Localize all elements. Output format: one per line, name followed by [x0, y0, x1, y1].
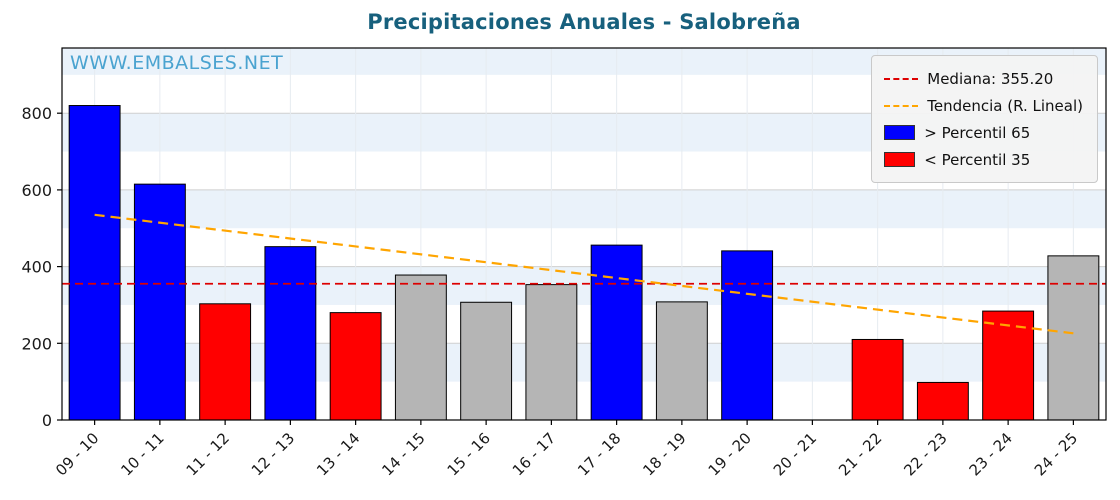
percentil35-swatch: [884, 152, 916, 167]
y-tick-label-0: 0: [42, 411, 52, 430]
legend-item-trend: Tendencia (R. Lineal): [884, 92, 1083, 119]
legend-item-median: Mediana: 355.20: [884, 65, 1083, 92]
legend-item-percentil65: > Percentil 65: [884, 119, 1083, 146]
bar-23-24: [982, 310, 1035, 421]
x-tick-label-11: 20 - 21: [770, 429, 820, 479]
background-band: [62, 189, 1106, 229]
legend-label-trend: Tendencia (R. Lineal): [927, 96, 1083, 115]
legend-label-median: Mediana: 355.20: [927, 69, 1054, 88]
bar-12-13: [264, 246, 317, 421]
bar-19-20: [721, 250, 774, 421]
y-tick-label-2: 400: [21, 258, 52, 277]
bar-11-12: [199, 303, 252, 421]
x-tick-label-6: 15 - 16: [444, 429, 494, 479]
bar-18-19: [655, 301, 708, 421]
x-tick-label-2: 11 - 12: [183, 429, 233, 479]
bar-16-17: [525, 284, 578, 421]
legend-item-percentil35: < Percentil 35: [884, 146, 1083, 173]
bar-17-18: [590, 244, 643, 421]
bar-21-22: [851, 338, 904, 421]
y-tick-label-4: 800: [21, 104, 52, 123]
trend-line: [94, 213, 1074, 335]
x-tick-label-15: 24 - 25: [1031, 429, 1081, 479]
bar-22-23: [916, 381, 969, 421]
median-dash-swatch: [884, 77, 919, 80]
chart-title: Precipitaciones Anuales - Salobreña: [367, 10, 801, 34]
bar-15-16: [460, 301, 513, 421]
percentil65-swatch: [884, 125, 916, 140]
x-tick-label-3: 12 - 13: [248, 429, 298, 479]
x-tick-label-9: 18 - 19: [639, 429, 689, 479]
y-tick-label-1: 200: [21, 334, 52, 353]
x-tick-label-1: 10 - 11: [117, 429, 167, 479]
bar-09-10: [68, 105, 121, 421]
bar-24-25: [1047, 255, 1100, 421]
x-tick-label-14: 23 - 24: [966, 429, 1016, 479]
x-tick-label-8: 17 - 18: [574, 429, 624, 479]
trend-dash-swatch: [884, 104, 919, 107]
x-tick-label-4: 13 - 14: [313, 429, 363, 479]
legend: Mediana: 355.20 Tendencia (R. Lineal) > …: [871, 55, 1098, 183]
x-tick-label-13: 22 - 23: [900, 429, 950, 479]
bar-10-11: [133, 183, 186, 421]
x-tick-label-5: 14 - 15: [378, 429, 428, 479]
bar-14-15: [394, 274, 447, 421]
x-tick-label-10: 19 - 20: [705, 429, 755, 479]
y-tick-label-3: 600: [21, 181, 52, 200]
x-tick-label-12: 21 - 22: [835, 429, 885, 479]
bar-13-14: [329, 312, 382, 421]
x-tick-label-7: 16 - 17: [509, 429, 559, 479]
background-band: [62, 266, 1106, 305]
x-tick-label-0: 09 - 10: [52, 429, 102, 479]
legend-label-percentil65: > Percentil 65: [924, 123, 1031, 142]
legend-label-percentil35: < Percentil 35: [924, 150, 1031, 169]
plot-border: [61, 47, 1107, 421]
watermark: WWW.EMBALSES.NET: [70, 52, 284, 74]
